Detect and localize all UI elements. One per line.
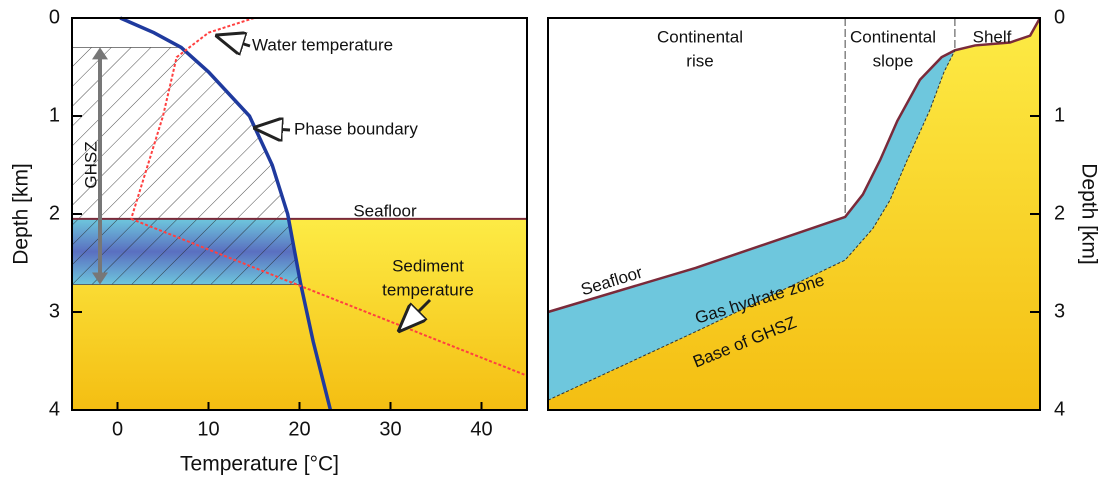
y-tick-label: 3: [1054, 300, 1065, 322]
x-tick-label: 20: [288, 418, 310, 440]
y-tick-label: 3: [49, 300, 60, 322]
y-tick-label: 2: [1054, 202, 1065, 224]
y-tick-label: 0: [49, 6, 60, 28]
figure: 01020304001234Temperature [°C]Depth [km]…: [0, 0, 1105, 482]
y-tick-label: 2: [49, 202, 60, 224]
y-tick-label: 0: [1054, 6, 1065, 28]
annotation: temperature: [382, 280, 474, 299]
x-tick-label: 0: [112, 418, 123, 440]
annotation: rise: [686, 51, 713, 70]
annotation: Continental: [850, 27, 936, 46]
annotation: Seafloor: [353, 201, 417, 220]
x-axis-label: Temperature [°C]: [180, 453, 339, 476]
y-tick-label: 4: [1054, 398, 1065, 420]
annotation: Phase boundary: [294, 119, 418, 138]
x-tick-label: 30: [379, 418, 401, 440]
annotation: Continental: [657, 27, 743, 46]
y-tick-label: 1: [49, 104, 60, 126]
annotation: Sediment: [392, 256, 464, 275]
y-tick-label: 4: [49, 398, 60, 420]
y-axis-label: Depth [km]: [10, 163, 33, 265]
pointer: [218, 36, 250, 46]
x-tick-label: 40: [470, 418, 492, 440]
annotation: Shelf: [973, 27, 1012, 46]
annotation: GHSZ: [81, 141, 100, 188]
annotation: slope: [873, 51, 914, 70]
ghsz-hatch: [72, 47, 301, 284]
annotation: Water temperature: [252, 35, 393, 54]
pointer: [256, 128, 290, 130]
y-tick-label: 1: [1054, 104, 1065, 126]
x-tick-label: 10: [197, 418, 219, 440]
y-axis-label: Depth [km]: [1077, 163, 1100, 265]
